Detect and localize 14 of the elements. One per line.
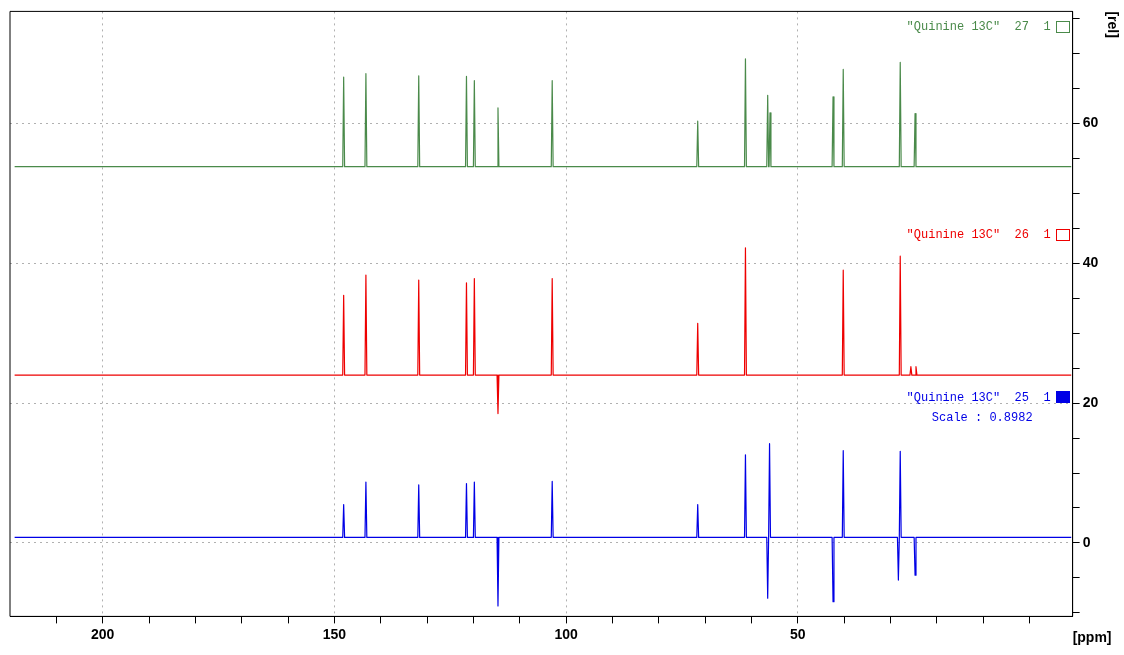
- y-tick-label: 60: [1082, 114, 1099, 131]
- annotation: Scale : 0.8982: [931, 410, 1033, 425]
- x-tick-label: 50: [790, 625, 806, 642]
- legend-label: "Quinine 13C" 25 1: [906, 390, 1051, 405]
- y-tick-label: 40: [1082, 254, 1099, 271]
- x-tick-label: 100: [554, 625, 578, 642]
- y-axis-title: [rel]: [1104, 11, 1121, 38]
- y-tick-label: 0: [1082, 533, 1091, 550]
- x-tick-label: 200: [91, 625, 115, 642]
- y-tick-label: 20: [1082, 393, 1099, 410]
- legend-label: "Quinine 13C" 27 1: [906, 19, 1051, 34]
- x-axis-title: [ppm]: [1072, 629, 1112, 646]
- x-tick-label: 150: [322, 625, 347, 642]
- legend-label: "Quinine 13C" 26 1: [906, 228, 1051, 243]
